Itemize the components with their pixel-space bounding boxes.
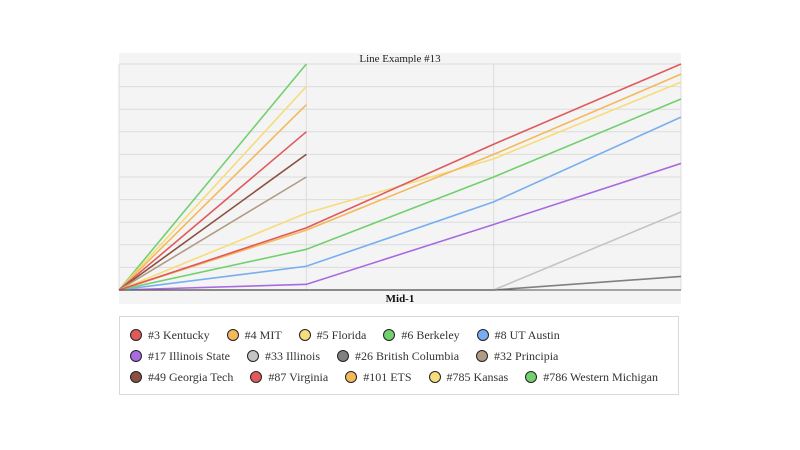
legend-swatch-icon (247, 350, 259, 362)
legend-item[interactable]: #3 Kentucky (130, 325, 210, 345)
legend-label: #26 British Columbia (355, 348, 460, 363)
legend-swatch-icon (428, 371, 441, 383)
legend: #3 Kentucky #4 MIT #5 Florida #6 Berkeley #8… (119, 316, 679, 395)
legend-item[interactable]: #101 ETS (345, 367, 412, 387)
series-line (118, 86, 307, 291)
legend-swatch-icon (337, 350, 350, 362)
legend-item[interactable]: #87 Virginia (250, 367, 328, 387)
series-line (118, 153, 307, 291)
series-lines (118, 63, 682, 291)
legend-label: #8 UT Austin (494, 327, 560, 342)
chart-title: Line Example #13 (359, 53, 441, 65)
legend-swatch-icon (130, 371, 142, 383)
legend-swatch-icon (130, 329, 142, 341)
legend-item[interactable]: #49 Georgia Tech (130, 367, 233, 387)
legend-label: #49 Georgia Tech (148, 369, 234, 384)
legend-item[interactable]: #785 Kansas (428, 367, 509, 387)
x-axis-label: Mid-1 (386, 293, 415, 305)
legend-item[interactable]: #17 Illinois State (130, 346, 230, 366)
legend-label: #32 Principia (494, 348, 559, 363)
legend-swatch-icon (476, 350, 489, 362)
legend-label: #786 Western Michigan (543, 369, 659, 384)
legend-label: #5 Florida (316, 327, 367, 342)
legend-item[interactable]: #4 MIT (226, 325, 282, 345)
legend-item[interactable]: #32 Principia (476, 346, 558, 366)
legend-swatch-icon (226, 329, 239, 341)
legend-label: #87 Virginia (268, 369, 329, 384)
legend-item[interactable]: #6 Berkeley (383, 325, 460, 345)
legend-item[interactable]: #26 British Columbia (337, 346, 459, 366)
legend-label: #33 Illinois (265, 348, 321, 363)
legend-label: #6 Berkeley (401, 327, 460, 342)
legend-swatch-icon (250, 371, 263, 383)
legend-swatch-icon (345, 371, 358, 383)
chart-background (119, 53, 681, 304)
series-line (118, 176, 307, 291)
legend-swatch-icon (383, 329, 396, 341)
legend-swatch-icon (525, 371, 538, 383)
series-line (118, 63, 307, 291)
line-chart: Line Example #13 Mid-1 (118, 53, 682, 305)
legend-label: #785 Kansas (446, 369, 509, 384)
series-line (118, 131, 307, 291)
legend-label: #17 Illinois State (148, 348, 230, 363)
legend-item[interactable]: #8 UT Austin (476, 325, 560, 345)
legend-swatch-icon (298, 329, 311, 341)
legend-item[interactable]: #5 Florida (298, 325, 367, 345)
series-line (118, 73, 682, 291)
legend-label: #101 ETS (363, 369, 412, 384)
series-line (118, 116, 682, 291)
series-line (118, 98, 682, 291)
series-line (118, 162, 682, 291)
legend-item[interactable]: #786 Western Michigan (525, 367, 658, 387)
legend-label: #3 Kentucky (148, 327, 210, 342)
series-line (118, 104, 307, 291)
legend-item[interactable]: #33 Illinois (247, 346, 320, 366)
legend-label: #4 MIT (244, 327, 282, 342)
legend-swatch-icon (130, 350, 142, 362)
legend-swatch-icon (476, 329, 489, 341)
series-line (118, 63, 682, 291)
